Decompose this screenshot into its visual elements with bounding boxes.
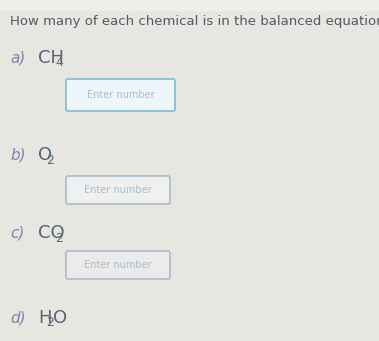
Text: CO: CO — [38, 224, 65, 242]
FancyBboxPatch shape — [66, 251, 170, 279]
Text: Enter number: Enter number — [84, 185, 152, 195]
Text: How many of each chemical is in the balanced equation?: How many of each chemical is in the bala… — [10, 15, 379, 29]
FancyBboxPatch shape — [66, 176, 170, 204]
Text: c): c) — [10, 225, 24, 240]
Text: Enter number: Enter number — [84, 260, 152, 270]
Text: O: O — [53, 309, 67, 327]
Text: 4: 4 — [55, 57, 63, 70]
Text: d): d) — [10, 311, 26, 326]
Text: Enter number: Enter number — [87, 90, 154, 100]
Bar — [0, 0, 379, 10]
Text: b): b) — [10, 148, 26, 163]
Text: a): a) — [10, 50, 25, 65]
FancyBboxPatch shape — [66, 79, 175, 111]
Text: CH: CH — [38, 49, 64, 67]
Text: O: O — [38, 146, 52, 164]
Text: 2: 2 — [55, 232, 63, 244]
Text: H: H — [38, 309, 52, 327]
Text: 2: 2 — [47, 316, 54, 329]
Text: 2: 2 — [47, 153, 54, 166]
